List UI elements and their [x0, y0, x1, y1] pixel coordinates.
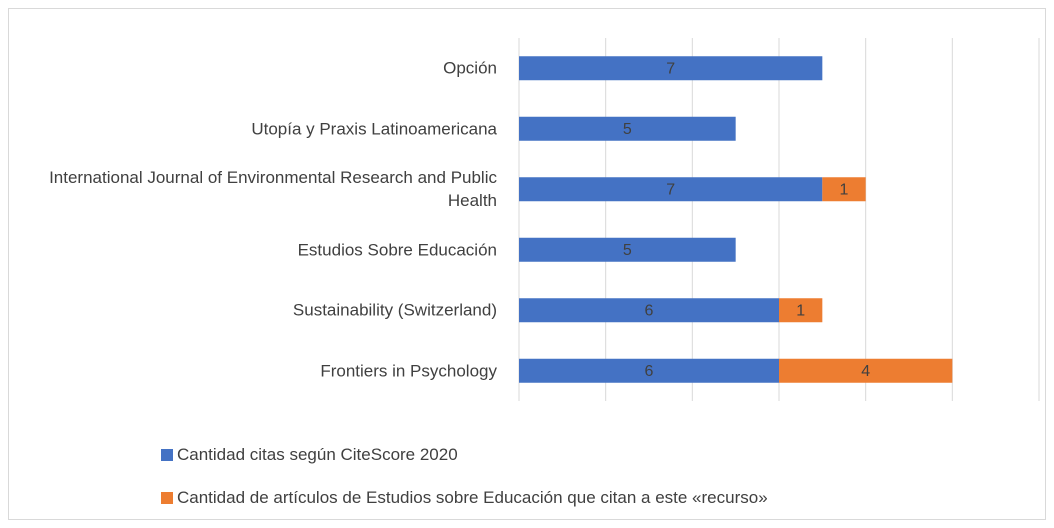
- bar-segment: [519, 177, 823, 202]
- chart-border: [8, 8, 1046, 520]
- data-label: 7: [666, 181, 675, 198]
- data-label: 5: [623, 242, 632, 259]
- bar-segment: [519, 298, 779, 323]
- bar-segment: [519, 237, 736, 262]
- category-label: Utopía y Praxis Latinoamericana: [251, 119, 497, 139]
- category-label: Frontiers in Psychology: [320, 361, 497, 381]
- data-label: 6: [645, 363, 654, 380]
- data-label: 5: [623, 121, 632, 138]
- category-label: Opción: [443, 58, 497, 78]
- data-label: 1: [840, 181, 849, 198]
- data-label: 4: [861, 363, 870, 380]
- bar-segment: [519, 358, 779, 383]
- bar-segment: [779, 358, 953, 383]
- legend-label: Cantidad citas según CiteScore 2020: [177, 445, 458, 464]
- data-label: 6: [645, 302, 654, 319]
- category-label: Sustainability (Switzerland): [292, 300, 497, 320]
- bar-segment: [779, 298, 823, 323]
- legend-swatch: [161, 492, 173, 504]
- data-label: 7: [666, 60, 675, 77]
- legend-swatch: [161, 449, 173, 461]
- category-label: International Journal of Environmental R…: [49, 168, 497, 211]
- bar-segment: [822, 177, 866, 202]
- category-label: Estudios Sobre Educación: [297, 240, 497, 260]
- legend-label: Cantidad de artículos de Estudios sobre …: [177, 488, 768, 507]
- bar-segment: [519, 116, 736, 141]
- bar-segment: [519, 56, 823, 81]
- data-label: 1: [796, 302, 805, 319]
